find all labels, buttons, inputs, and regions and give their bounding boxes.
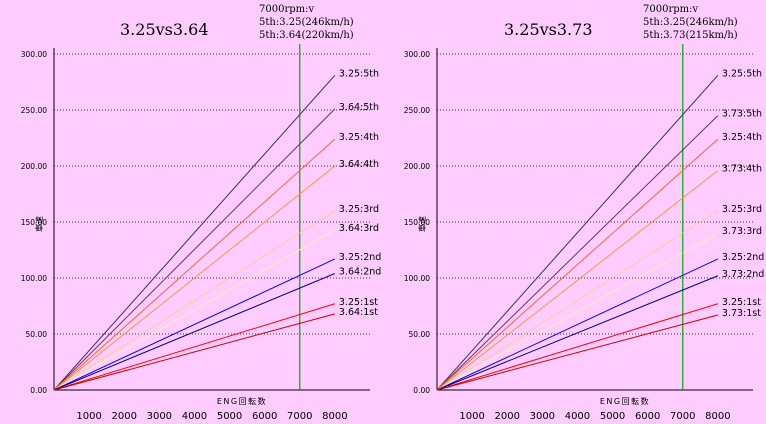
series-label: 3.25:5th (339, 68, 379, 79)
series-line (53, 313, 336, 391)
series-line (436, 210, 719, 391)
chart-title: 3.25vs3.73 (504, 20, 593, 39)
y-tick-label: 0.00 (413, 386, 430, 395)
series-line (436, 115, 719, 391)
series-label: 3.73:5th (722, 109, 762, 120)
y-tick-label: 300.00 (404, 50, 430, 59)
series-line (53, 303, 336, 391)
y-tick-label: 50.00 (26, 330, 48, 339)
y-tick-label: 0.00 (30, 386, 47, 395)
series-label: 3.25:2nd (339, 252, 381, 263)
series-label: 3.25:4th (722, 132, 762, 143)
series-line (436, 314, 719, 391)
series-label: 3.64:3rd (339, 223, 379, 234)
series-label: 3.73:4th (722, 163, 762, 174)
x-tick-label: 7000 (287, 411, 312, 422)
series-label: 3.64:1st (339, 307, 378, 318)
series-line (436, 232, 719, 391)
x-tick-label: 7000 (670, 411, 695, 422)
series-label: 3.25:3rd (339, 204, 379, 215)
annotation: 7000rpm:v 5th:3.25(246km/h) 5th:3.64(220km… (259, 3, 354, 42)
y-tick-label: 200.00 (404, 162, 430, 171)
y-tick-label: 250.00 (404, 106, 430, 115)
series-label: 3.73:1st (722, 308, 761, 319)
y-tick-label: 150.00 (21, 218, 47, 227)
annotation: 7000rpm:v 5th:3.25(246km/h) 5th:3.73(215km… (643, 3, 738, 42)
series-line (436, 258, 719, 391)
x-tick-label: 3000 (147, 411, 172, 422)
x-tick-label: 8000 (705, 411, 730, 422)
series-line (53, 229, 336, 391)
x-tick-label: 5000 (600, 411, 625, 422)
x-axis-title: ENG回転数 (600, 396, 650, 406)
annotation-line: 7000rpm:v (643, 4, 699, 15)
series-label: 3.25:3rd (722, 204, 762, 215)
x-tick-label: 8000 (322, 411, 347, 422)
x-axis-title: ENG回転数 (217, 396, 267, 406)
x-tick-label: 4000 (565, 411, 590, 422)
series-label: 3.64:4th (339, 159, 379, 170)
x-tick-label: 6000 (252, 411, 277, 422)
chart-panel-left: 3.25vs3.64 7000rpm:v 5th:3.25(246km/h) 5th… (21, 3, 382, 422)
x-tick-label: 1000 (459, 411, 484, 422)
y-tick-label: 200.00 (21, 162, 47, 171)
annotation-line: 5th:3.73(215km/h) (643, 30, 738, 41)
x-tick-label: 5000 (217, 411, 242, 422)
y-tick-label: 100.00 (21, 274, 47, 283)
annotation-line: 7000rpm:v (259, 4, 315, 15)
series-label: 3.25:5th (722, 68, 762, 79)
series-line (53, 210, 336, 391)
x-tick-label: 2000 (494, 411, 519, 422)
series-line (53, 108, 336, 391)
y-tick-label: 250.00 (21, 106, 47, 115)
series-line (436, 275, 719, 391)
x-tick-label: 4000 (182, 411, 207, 422)
series-line (53, 273, 336, 391)
series-label: 3.25:1st (339, 297, 378, 308)
y-axis-title: 車速 (417, 216, 427, 232)
series-label: 3.64:2nd (339, 267, 381, 278)
x-tick-label: 6000 (635, 411, 660, 422)
x-tick-label: 3000 (530, 411, 555, 422)
series-line (436, 74, 719, 391)
chart-title: 3.25vs3.64 (120, 20, 209, 39)
y-tick-label: 300.00 (21, 50, 47, 59)
y-tick-label: 150.00 (404, 218, 430, 227)
series-line (436, 138, 719, 391)
series-line (436, 303, 719, 391)
x-tick-label: 2000 (111, 411, 136, 422)
series-line (53, 165, 336, 391)
annotation-line: 5th:3.25(246km/h) (643, 17, 738, 28)
series-line (53, 258, 336, 391)
series-line (436, 170, 719, 391)
series-label: 3.25:2nd (722, 252, 764, 263)
series-label: 3.25:1st (722, 297, 761, 308)
series-label: 3.73:3rd (722, 226, 762, 237)
series-line (53, 74, 336, 391)
series-label: 3.73:2nd (722, 269, 764, 280)
annotation-line: 5th:3.25(246km/h) (259, 17, 354, 28)
series-label: 3.64:5th (339, 102, 379, 113)
line-chart: 0.00 50.00 100.00 150.00 200.00 250.00 300.00 1… (21, 44, 381, 422)
annotation-line: 5th:3.64(220km/h) (259, 30, 354, 41)
series-label: 3.25:4th (339, 132, 379, 143)
x-tick-label: 1000 (76, 411, 101, 422)
line-chart: 0.00 50.00 100.00 150.00 200.00 250.00 300.00 1… (404, 44, 764, 422)
y-axis-title: 車速 (34, 216, 44, 232)
y-tick-label: 50.00 (409, 330, 431, 339)
series-line (53, 138, 336, 391)
chart-panel-right: 3.25vs3.73 7000rpm:v 5th:3.25(246km/h) 5th… (383, 0, 766, 424)
y-tick-label: 100.00 (404, 274, 430, 283)
